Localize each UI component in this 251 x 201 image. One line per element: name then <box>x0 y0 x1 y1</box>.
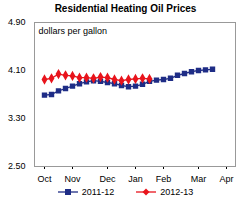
html-text:2012-13: 2012-13 <box>160 187 194 197</box>
svg-text:Jan: Jan <box>128 174 143 184</box>
html-text:Residential Heating Oil Prices: Residential Heating Oil Prices <box>54 3 197 14</box>
svg-text:Nov: Nov <box>64 174 81 184</box>
svg-text:2.50: 2.50 <box>8 161 26 171</box>
svg-text:3.30: 3.30 <box>8 113 26 123</box>
svg-text:4.90: 4.90 <box>8 17 26 27</box>
svg-text:Feb: Feb <box>156 174 172 184</box>
svg-text:Mar: Mar <box>191 174 207 184</box>
svg-text:Oct: Oct <box>37 174 52 184</box>
svg-text:4.10: 4.10 <box>8 65 26 75</box>
html-text:2011-12: 2011-12 <box>81 187 115 197</box>
svg-text:dollars per gallon: dollars per gallon <box>39 26 108 36</box>
svg-text:Apr: Apr <box>219 174 233 184</box>
svg-text:Dec: Dec <box>99 174 116 184</box>
